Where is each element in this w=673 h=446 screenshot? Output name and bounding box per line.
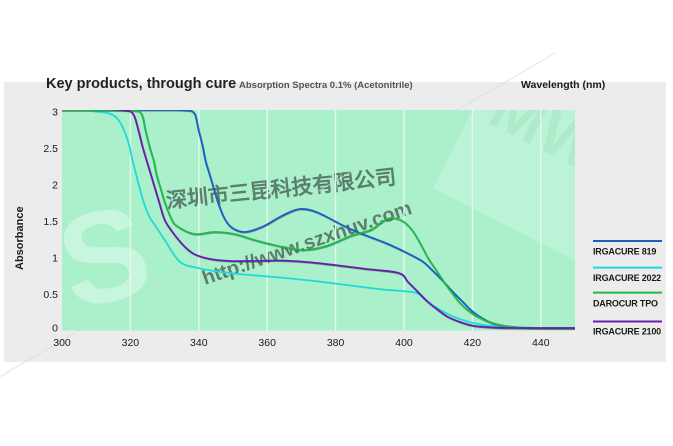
svg-text:340: 340: [190, 337, 208, 349]
svg-text:420: 420: [464, 337, 482, 349]
svg-text:300: 300: [53, 337, 71, 349]
svg-text:IRGACURE 2022: IRGACURE 2022: [593, 273, 661, 283]
svg-text:400: 400: [395, 337, 413, 349]
svg-text:0.5: 0.5: [43, 289, 58, 301]
svg-text:2.5: 2.5: [43, 143, 58, 155]
svg-text:380: 380: [327, 337, 345, 349]
svg-text:440: 440: [532, 337, 550, 349]
svg-text:320: 320: [122, 337, 140, 349]
svg-text:2: 2: [52, 180, 58, 192]
svg-text:IRGACURE 2100: IRGACURE 2100: [593, 327, 661, 337]
svg-text:0: 0: [52, 323, 58, 335]
svg-text:IRGACURE 819: IRGACURE 819: [593, 247, 656, 257]
svg-text:DAROCUR TPO: DAROCUR TPO: [593, 299, 658, 309]
svg-text:1: 1: [52, 252, 58, 264]
svg-text:1.5: 1.5: [43, 216, 58, 228]
svg-text:360: 360: [258, 337, 276, 349]
svg-text:3: 3: [52, 107, 58, 119]
